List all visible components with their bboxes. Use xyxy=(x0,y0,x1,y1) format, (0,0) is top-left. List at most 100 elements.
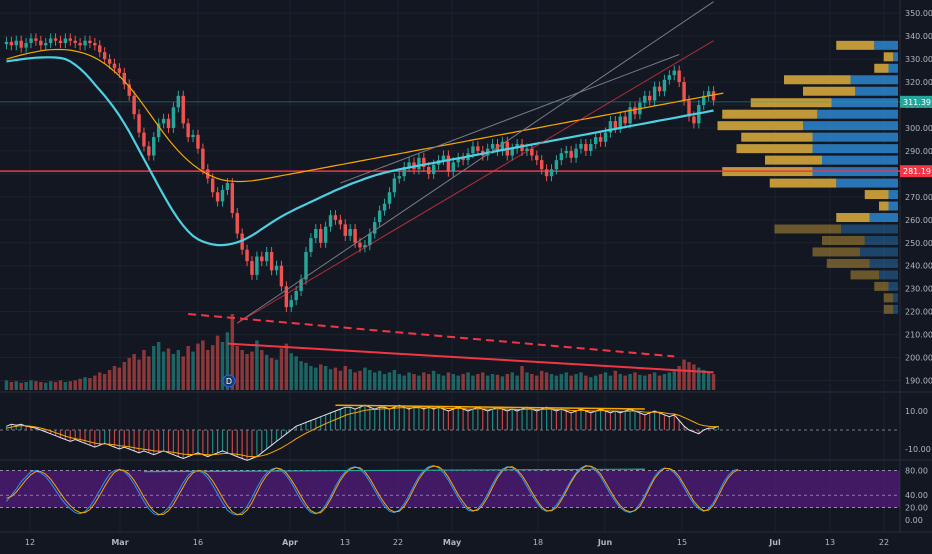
candle-body xyxy=(264,251,269,262)
macd-histogram-bar xyxy=(462,409,464,430)
macd-histogram-bar xyxy=(693,430,695,432)
volume-bar xyxy=(638,374,642,390)
macd-histogram-bar xyxy=(187,430,189,457)
candle-body xyxy=(309,238,313,252)
macd-histogram-bar xyxy=(379,407,381,430)
macd-histogram-bar xyxy=(89,430,91,446)
candle-body xyxy=(19,40,23,48)
volume-profile-down xyxy=(888,63,898,73)
macd-histogram-bar xyxy=(172,430,175,455)
macd-trendline xyxy=(335,404,645,410)
time-tick-label: 12 xyxy=(25,538,35,547)
volume-bar xyxy=(402,375,406,390)
macd-histogram-bar xyxy=(619,412,621,430)
volume-bar xyxy=(559,374,564,390)
candle-body xyxy=(667,75,672,80)
macd-histogram-bar xyxy=(25,426,27,430)
volume-profile-up xyxy=(826,258,870,268)
macd-histogram-bar xyxy=(398,405,400,430)
volume-profile-down xyxy=(822,155,898,165)
candle-body xyxy=(68,38,73,41)
volume-bar xyxy=(431,370,436,390)
macd-histogram-bar xyxy=(683,426,685,430)
candle-body xyxy=(122,72,127,85)
volume-bar xyxy=(181,356,185,390)
price-badge-label: 311.39 xyxy=(903,98,931,107)
candle-body xyxy=(702,95,706,106)
volume-bar xyxy=(505,374,510,390)
candle-body xyxy=(564,150,568,154)
volume-profile-down xyxy=(855,86,898,96)
macd-histogram-bar xyxy=(295,426,297,430)
candle-body xyxy=(14,40,18,46)
volume-bar xyxy=(88,378,92,390)
volume-bar xyxy=(343,366,347,390)
volume-bar xyxy=(186,346,190,390)
candle-body xyxy=(181,95,185,124)
macd-histogram-bar xyxy=(94,430,96,448)
candle-body xyxy=(294,290,298,301)
volume-bar xyxy=(613,370,618,390)
price-tick-label: 330.00 xyxy=(905,55,932,64)
macd-histogram-bar xyxy=(123,430,125,448)
volume-bar xyxy=(314,367,318,390)
volume-bar xyxy=(397,374,402,390)
macd-histogram-bar xyxy=(59,430,62,438)
candle-body xyxy=(260,256,264,262)
candle-body xyxy=(392,178,397,193)
macd-histogram-bar xyxy=(354,409,356,430)
volume-bar xyxy=(652,372,657,390)
volume-bar xyxy=(515,375,519,390)
volume-bar xyxy=(230,314,235,390)
candle-body xyxy=(29,38,33,44)
stoch-k-line xyxy=(6,464,739,516)
volume-bar xyxy=(373,372,377,390)
volume-bar xyxy=(539,370,544,390)
macd-histogram-bar xyxy=(79,430,81,442)
volume-bar xyxy=(142,350,146,390)
volume-bar xyxy=(338,370,343,390)
candle-body xyxy=(500,141,505,151)
price-tick-label: 350.00 xyxy=(905,9,932,18)
volume-bar xyxy=(152,346,156,390)
volume-bar xyxy=(44,382,48,390)
time-tick-label: Apr xyxy=(282,538,298,547)
volume-bar xyxy=(441,375,446,390)
price-tick-label: 320.00 xyxy=(905,78,932,87)
macd-histogram-bar xyxy=(104,430,106,444)
time-tick-label: 13 xyxy=(340,538,350,547)
volume-bar xyxy=(466,372,470,390)
candle-body xyxy=(373,222,377,234)
volume-profile-up xyxy=(769,178,837,188)
macd-histogram-bar xyxy=(526,407,528,430)
volume-bar xyxy=(530,374,534,390)
macd-histogram-bar xyxy=(177,430,179,457)
macd-histogram-bar xyxy=(113,430,116,448)
candle-body xyxy=(112,63,117,69)
macd-histogram-bar xyxy=(20,424,22,430)
volume-bar xyxy=(628,374,632,390)
volume-bar xyxy=(662,374,667,390)
stoch-tick-label: 40.00 xyxy=(905,491,928,500)
volume-profile-up xyxy=(750,98,832,108)
candle-body xyxy=(358,242,362,248)
macd-histogram-bar xyxy=(84,430,86,444)
volume-bar xyxy=(171,354,176,390)
volume-bar xyxy=(98,372,102,390)
macd-histogram-bar xyxy=(565,411,567,430)
volume-bar xyxy=(269,358,274,390)
macd-histogram-bar xyxy=(364,405,366,430)
macd-histogram-bar xyxy=(221,430,224,451)
volume-bar xyxy=(299,361,303,390)
macd-histogram-bar xyxy=(585,411,587,430)
volume-bar xyxy=(9,382,14,390)
candle-body xyxy=(711,91,716,101)
candle-body xyxy=(102,52,107,60)
volume-bar xyxy=(584,375,588,390)
volume-bar xyxy=(353,372,357,390)
candle-body xyxy=(343,224,347,236)
volume-bar xyxy=(476,374,480,390)
candle-body xyxy=(161,118,166,124)
volume-profile-up xyxy=(836,213,870,223)
